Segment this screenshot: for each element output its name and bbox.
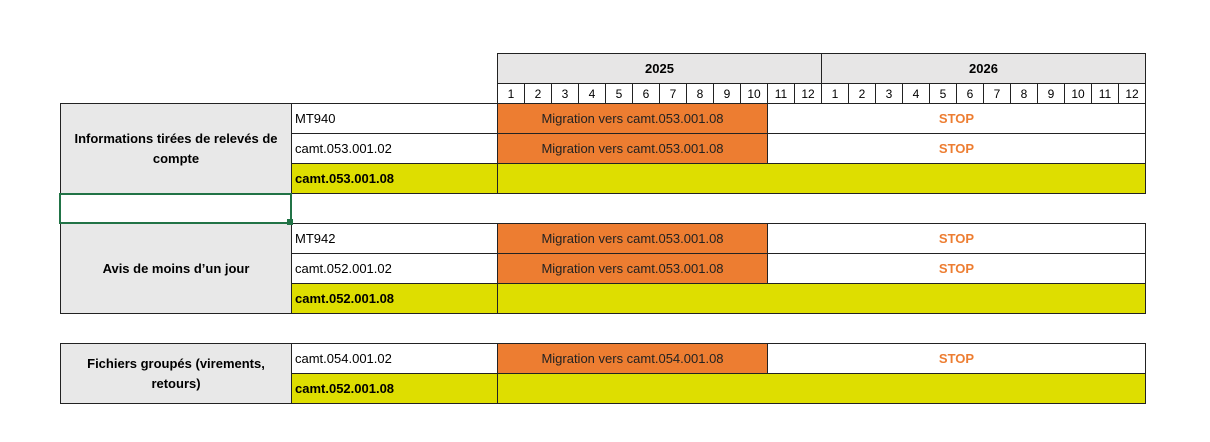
group-label: Informations tirées de relevés de compte: [60, 103, 292, 194]
group-label: Avis de moins d’un jour: [60, 223, 292, 314]
migration-bar: Migration vers camt.053.001.08: [497, 223, 768, 254]
group-label: Fichiers groupés (virements, retours): [60, 343, 292, 404]
month-header: 12: [794, 83, 822, 104]
format-cell: camt.053.001.08: [291, 163, 498, 194]
month-header: 6: [956, 83, 984, 104]
migration-bar: Migration vers camt.053.001.08: [497, 103, 768, 134]
status-cell: STOP: [767, 223, 1146, 254]
month-header: 4: [578, 83, 606, 104]
month-header: 6: [632, 83, 660, 104]
year-header: 2025: [497, 53, 822, 84]
month-header: 2: [524, 83, 552, 104]
status-cell: STOP: [767, 343, 1146, 374]
month-header: 10: [1064, 83, 1092, 104]
month-header: 4: [902, 83, 930, 104]
month-header: 3: [551, 83, 579, 104]
month-header: 11: [1091, 83, 1119, 104]
month-header: 3: [875, 83, 903, 104]
month-header: 10: [740, 83, 768, 104]
status-cell: STOP: [767, 133, 1146, 164]
month-header: 7: [983, 83, 1011, 104]
month-header: 12: [1118, 83, 1146, 104]
fill-handle: [287, 219, 293, 225]
migration-bar: Migration vers camt.053.001.08: [497, 253, 768, 284]
month-header: 7: [659, 83, 687, 104]
month-header: 5: [605, 83, 633, 104]
month-header: 1: [821, 83, 849, 104]
format-cell: camt.054.001.02: [291, 343, 498, 374]
month-header: 9: [713, 83, 741, 104]
month-header: 1: [497, 83, 525, 104]
target-bar: [497, 373, 1146, 404]
month-header: 2: [848, 83, 876, 104]
migration-bar: Migration vers camt.053.001.08: [497, 133, 768, 164]
format-cell: camt.052.001.08: [291, 373, 498, 404]
month-header: 8: [1010, 83, 1038, 104]
selected-cell[interactable]: [59, 193, 292, 224]
status-cell: STOP: [767, 103, 1146, 134]
month-header: 5: [929, 83, 957, 104]
target-bar: [497, 283, 1146, 314]
migration-bar: Migration vers camt.054.001.08: [497, 343, 768, 374]
format-cell: camt.053.001.02: [291, 133, 498, 164]
format-cell: camt.052.001.08: [291, 283, 498, 314]
target-bar: [497, 163, 1146, 194]
month-header: 9: [1037, 83, 1065, 104]
year-header: 2026: [821, 53, 1146, 84]
month-header: 11: [767, 83, 795, 104]
month-header: 8: [686, 83, 714, 104]
status-cell: STOP: [767, 253, 1146, 284]
format-cell: camt.052.001.02: [291, 253, 498, 284]
format-cell: MT942: [291, 223, 498, 254]
format-cell: MT940: [291, 103, 498, 134]
